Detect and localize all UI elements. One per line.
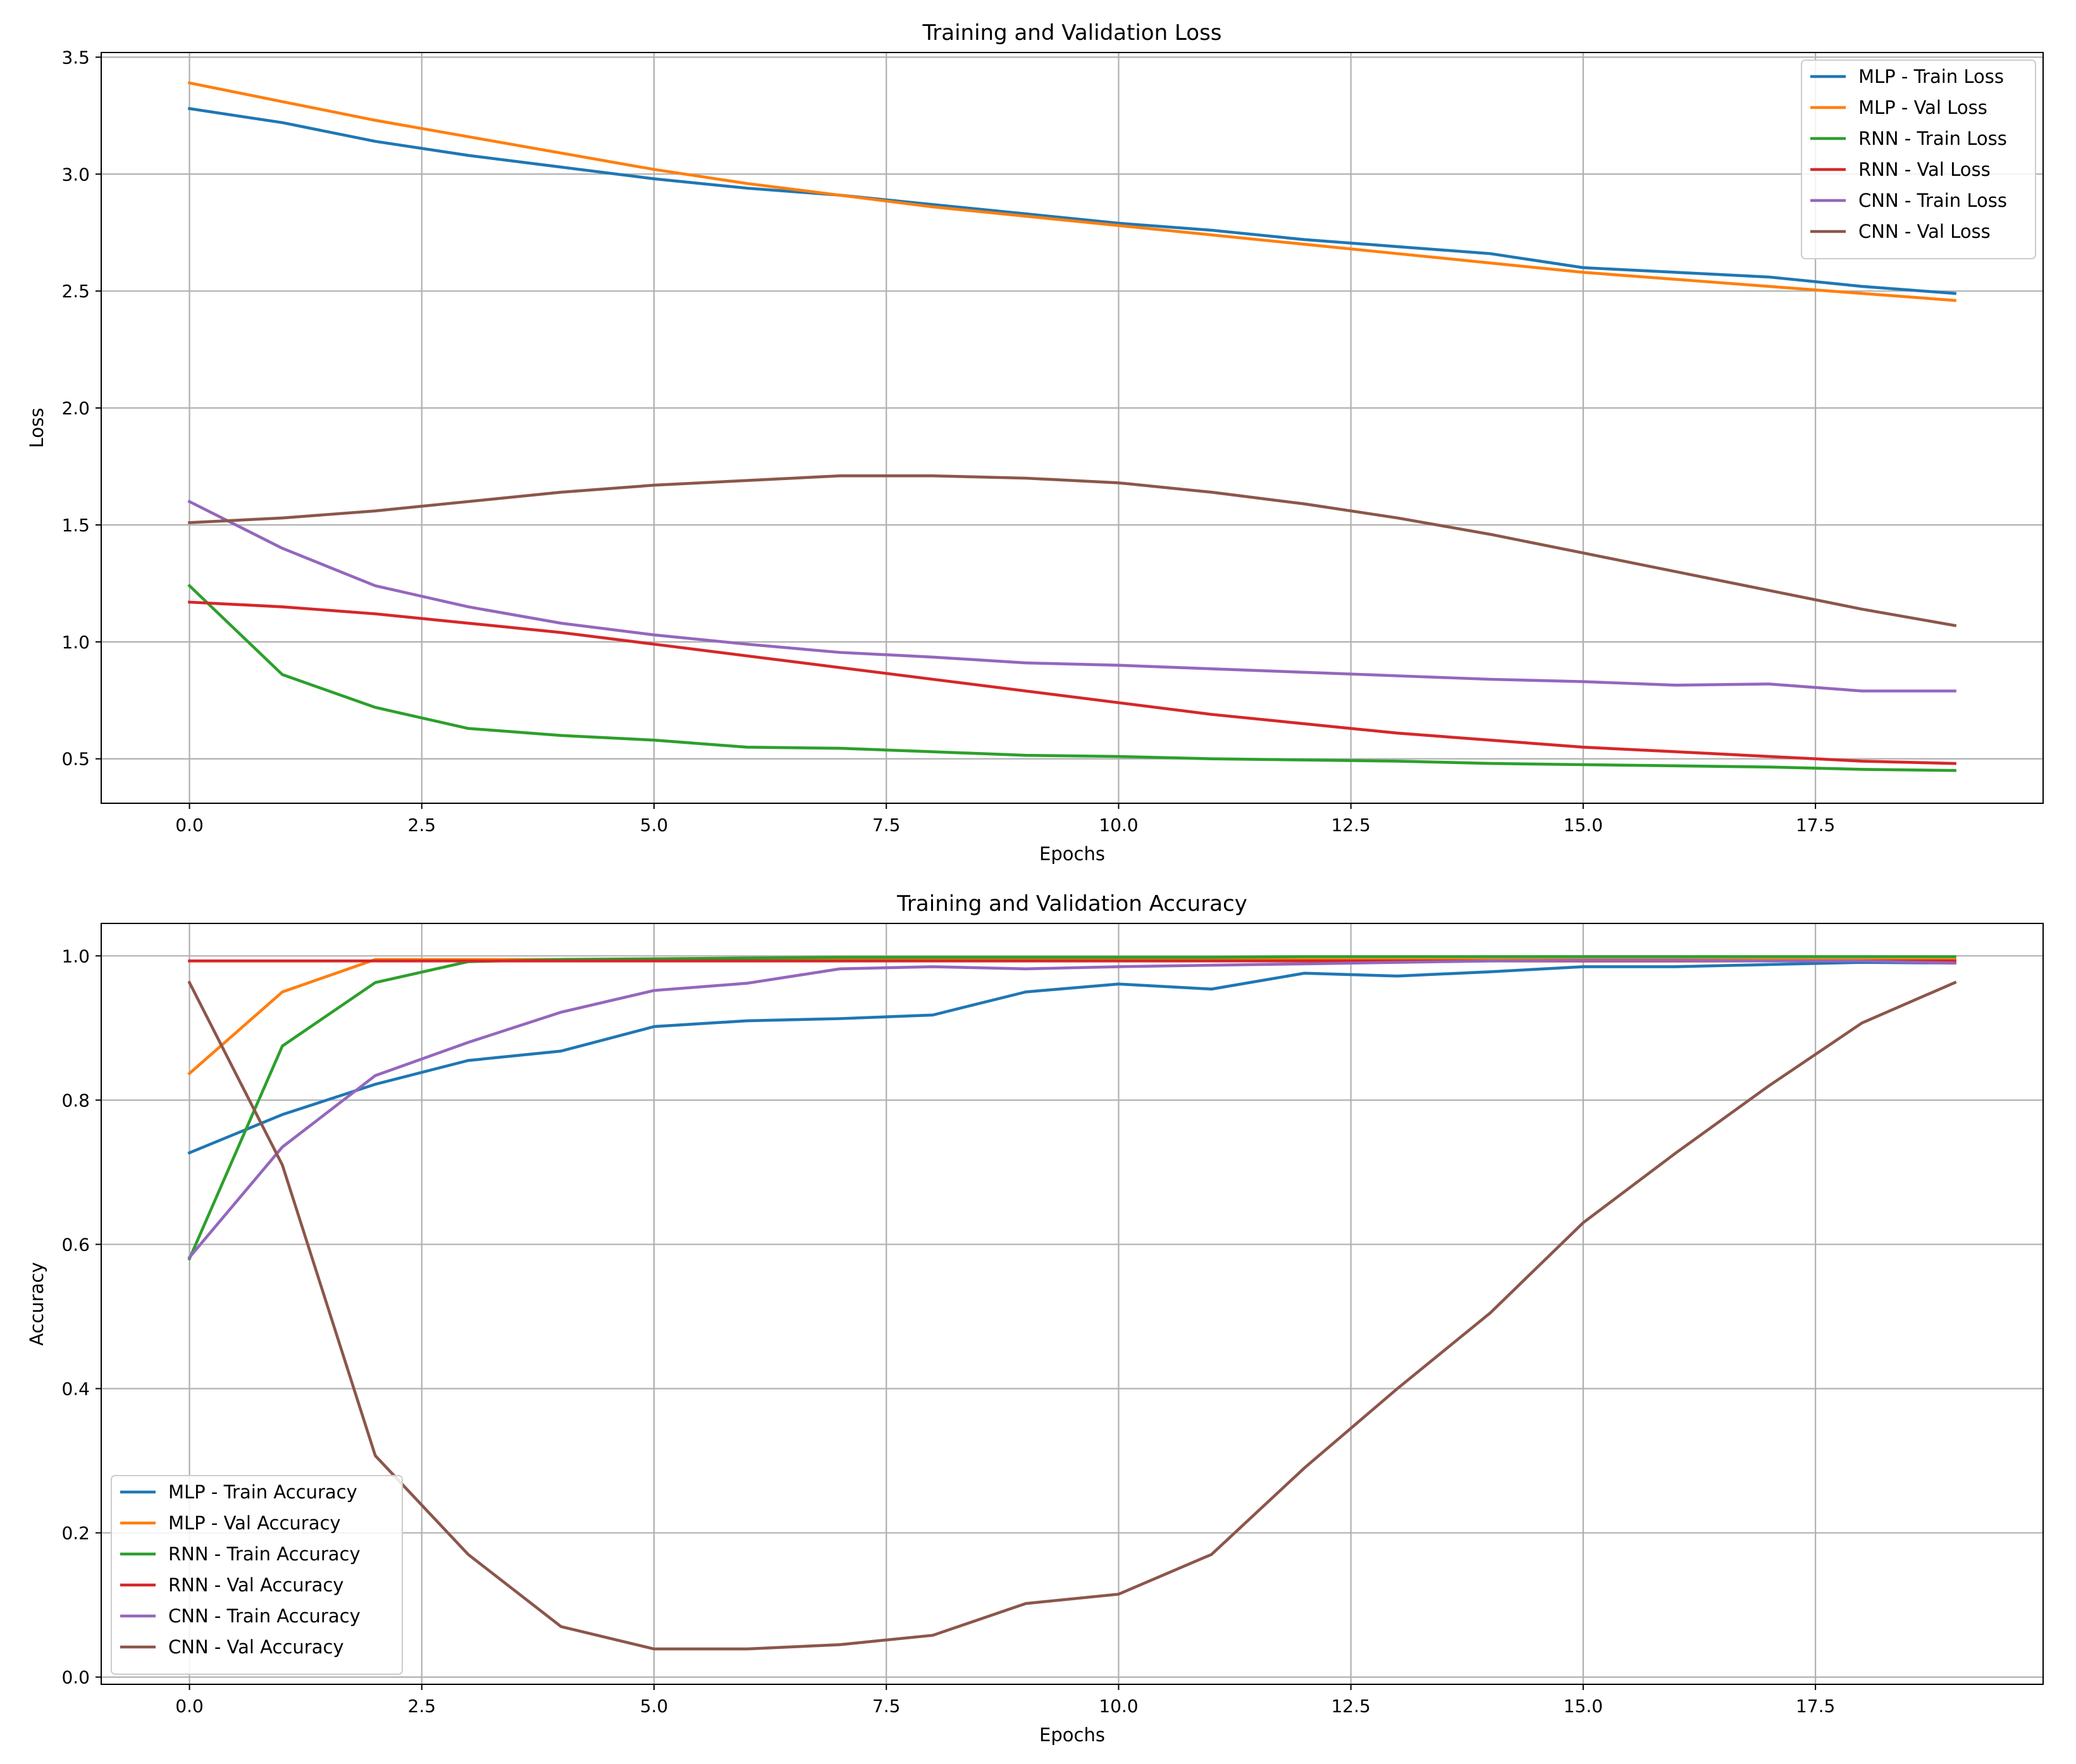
loss-series-cnn-train-loss	[187, 499, 1956, 693]
loss-series-rnn-val-loss	[188, 600, 1956, 765]
loss-x-axis-label: Epochs	[1039, 843, 1105, 865]
y-tick-label: 0.6	[61, 1234, 90, 1255]
legend-label: RNN - Val Loss	[1858, 159, 1991, 180]
x-tick-label: 2.5	[408, 1696, 436, 1717]
x-tick-label: 17.5	[1796, 815, 1835, 836]
x-tick-label: 7.5	[872, 815, 901, 836]
loss-series-mlp-train-loss	[187, 107, 1956, 295]
y-tick-label: 2.0	[61, 398, 90, 419]
x-tick-label: 12.5	[1331, 1696, 1370, 1717]
x-tick-label: 12.5	[1331, 815, 1370, 836]
loss-chart-title: Training and Validation Loss	[922, 20, 1221, 46]
accuracy-series-cnn-val-accuracy	[187, 980, 1957, 1651]
x-tick-label: 0.0	[175, 815, 204, 836]
y-tick-label: 0.8	[61, 1090, 90, 1111]
legend-label: MLP - Train Loss	[1858, 66, 2004, 87]
y-tick-label: 2.5	[61, 281, 90, 302]
x-tick-label: 0.0	[175, 1696, 204, 1717]
accuracy-legend: MLP - Train Accuracy MLP - Val Accuracy RN…	[111, 1475, 403, 1675]
x-tick-label: 10.0	[1099, 1696, 1138, 1717]
y-tick-label: 3.5	[61, 47, 90, 68]
accuracy-series-cnn-train-accuracy	[187, 958, 1956, 1260]
loss-y-axis-label: Loss	[26, 408, 47, 448]
legend-label: CNN - Train Accuracy	[168, 1605, 361, 1627]
y-tick-label: 0.4	[61, 1378, 90, 1399]
accuracy-grid	[101, 923, 2043, 1684]
legend-label: CNN - Val Loss	[1858, 221, 1991, 242]
accuracy-chart-title: Training and Validation Accuracy	[896, 891, 1247, 916]
legend-label: CNN - Val Accuracy	[168, 1636, 344, 1658]
legend-box	[1801, 59, 2036, 259]
accuracy-series-mlp-train-accuracy	[187, 961, 1956, 1155]
loss-series-cnn-val-loss	[188, 474, 1957, 627]
legend-label: MLP - Train Accuracy	[168, 1481, 357, 1503]
accuracy-chart: 0.0 2.5 5.0 7.5 10.0 12.5 15.0 17.5 0.0 0.2 0.4 0.6…	[26, 891, 2044, 1746]
y-tick-label: 1.0	[61, 632, 90, 653]
loss-chart: 0.0 2.5 5.0 7.5 10.0 12.5 15.0 17.5 0.5 1.0 1.5 2.0…	[26, 20, 2044, 865]
loss-legend: MLP - Train Loss MLP - Val Loss RNN - Trai…	[1801, 59, 2036, 259]
accuracy-y-axis-label: Accuracy	[26, 1262, 47, 1345]
y-tick-label: 0.0	[61, 1667, 90, 1688]
loss-series-rnn-train-loss	[187, 583, 1956, 772]
loss-plot-frame	[101, 52, 2044, 804]
x-tick-label: 5.0	[640, 815, 669, 836]
legend-label: RNN - Val Accuracy	[168, 1574, 343, 1596]
legend-label: CNN - Train Loss	[1858, 190, 2007, 211]
x-tick-label: 17.5	[1796, 1696, 1835, 1717]
x-tick-label: 15.0	[1564, 815, 1603, 836]
x-tick-label: 15.0	[1564, 1696, 1603, 1717]
x-tick-label: 5.0	[640, 1696, 669, 1717]
x-tick-label: 10.0	[1099, 815, 1138, 836]
loss-series-mlp-val-loss	[187, 81, 1956, 302]
y-tick-label: 0.5	[61, 749, 90, 770]
x-tick-label: 7.5	[872, 1696, 901, 1717]
accuracy-plot-frame	[101, 923, 2044, 1685]
y-tick-label: 1.5	[61, 515, 90, 536]
legend-label: RNN - Train Accuracy	[168, 1543, 361, 1565]
y-tick-label: 1.0	[61, 946, 90, 966]
accuracy-x-axis-label: Epochs	[1039, 1724, 1105, 1746]
legend-label: MLP - Val Loss	[1858, 97, 1987, 118]
y-tick-label: 3.0	[61, 164, 90, 185]
legend-label: MLP - Val Accuracy	[168, 1512, 341, 1534]
legend-label: RNN - Train Loss	[1858, 128, 2007, 149]
legend-box	[111, 1475, 403, 1675]
x-tick-label: 2.5	[408, 815, 436, 836]
y-tick-label: 0.2	[61, 1523, 90, 1544]
